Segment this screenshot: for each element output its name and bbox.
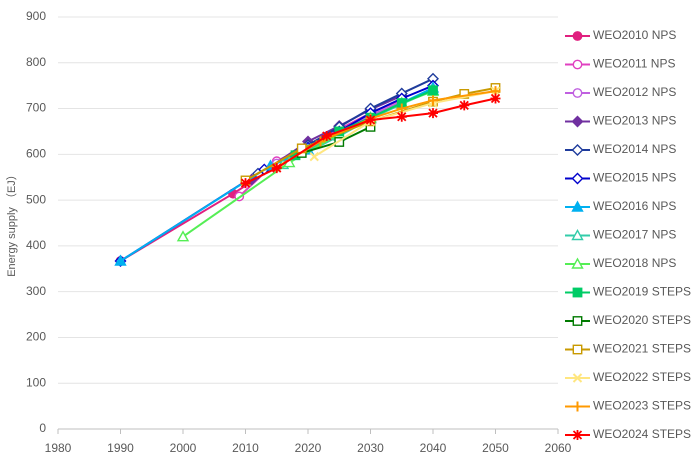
legend-item: WEO2012 NPS [565,85,676,99]
marker [572,316,583,326]
marker [114,254,127,266]
y-tick-label: 400 [26,238,46,252]
y-tick-label: 100 [26,375,46,389]
marker [459,100,470,111]
y-axis-label: Energy supply （EJ） [5,169,18,277]
y-tick-label: 0 [39,421,46,435]
x-tick-label: 2060 [545,441,572,455]
marker [428,85,438,96]
x-tick-label: 2020 [295,441,322,455]
x-tick-label: 2010 [232,441,259,455]
marker [571,144,584,156]
marker [240,178,251,189]
legend-label: WEO2011 NPS [593,57,675,71]
legend-item: WEO2010 NPS [565,28,676,42]
y-tick-label: 500 [26,192,46,206]
legend-label: WEO2015 NPS [593,171,676,185]
legend-item: WEO2019 STEPS [565,285,691,299]
marker [572,373,583,383]
legend-label: WEO2016 NPS [593,199,676,213]
x-tick-label: 2050 [482,441,509,455]
marker [572,344,583,355]
y-tick-label: 300 [26,284,46,298]
legend-item: WEO2017 NPS [565,228,676,242]
legend-label: WEO2010 NPS [593,28,676,42]
legend-label: WEO2013 NPS [593,114,676,128]
marker [271,163,282,174]
marker [572,401,583,412]
legend-label: WEO2020 STEPS [593,313,691,327]
y-tick-label: 600 [26,147,46,161]
marker [365,115,376,125]
legend-label: WEO2018 NPS [593,256,676,270]
legend-item: WEO2014 NPS [565,142,676,156]
legend-item: WEO2020 STEPS [565,313,691,327]
marker [571,200,584,212]
x-tick-label: 2030 [357,441,384,455]
y-tick-label: 200 [26,330,46,344]
marker [572,59,583,70]
legend-label: WEO2019 STEPS [593,285,691,299]
marker [571,229,584,241]
marker [428,108,438,119]
marker [572,287,583,298]
marker [490,93,501,104]
marker [321,131,332,142]
legend-item: WEO2024 STEPS [565,427,691,441]
legend-item: WEO2016 NPS [565,199,676,213]
y-tick-label: 700 [26,101,46,115]
legend-item: WEO2013 NPS [565,114,676,128]
legend-label: WEO2022 STEPS [593,370,691,384]
marker [309,151,319,162]
legend-label: WEO2012 NPS [593,85,676,99]
legend-label: WEO2023 STEPS [593,399,691,413]
legend-label: WEO2024 STEPS [593,427,691,441]
legend-label: WEO2017 NPS [593,228,676,242]
marker [396,111,407,122]
legend-item: WEO2015 NPS [565,171,676,185]
legend-item: WEO2018 NPS [565,256,676,270]
y-tick-label: 800 [26,55,46,69]
marker [572,88,583,98]
x-tick-label: 2000 [170,441,197,455]
marker [571,257,584,269]
x-tick-label: 2040 [420,441,447,455]
marker [176,230,190,242]
marker [571,115,584,128]
series-line [245,97,496,185]
legend-label: WEO2021 STEPS [593,342,691,356]
marker [572,430,583,440]
x-tick-label: 1990 [107,441,134,455]
marker [572,31,583,41]
legend-label: WEO2014 NPS [593,142,676,156]
legend-item: WEO2011 NPS [565,57,675,71]
legend-item: WEO2023 STEPS [565,399,691,413]
marker [571,172,584,185]
marker [428,95,438,106]
legend-item: WEO2021 STEPS [565,342,691,356]
legend-item: WEO2022 STEPS [565,370,691,384]
y-tick-label: 900 [26,9,46,23]
x-tick-label: 1980 [45,441,72,455]
